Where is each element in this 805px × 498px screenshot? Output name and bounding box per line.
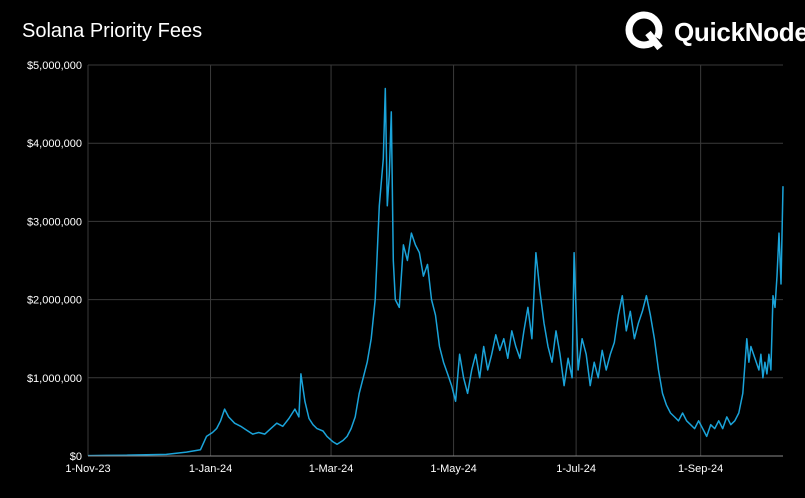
- y-tick-label: $2,000,000: [27, 295, 82, 307]
- x-tick-label: 1-Nov-23: [65, 463, 110, 475]
- y-tick-label: $1,000,000: [27, 373, 82, 385]
- series-line: [87, 87, 784, 457]
- y-tick-label: $3,000,000: [27, 216, 82, 228]
- brand-logo: QuickNode: [622, 10, 805, 54]
- x-axis: 1-Nov-23 1-Jan-24 1-Mar-24 1-May-24 1-Jul-24…: [65, 463, 723, 475]
- x-tick-label: 1-Sep-24: [678, 463, 723, 475]
- y-tick-label: $4,000,000: [27, 138, 82, 150]
- y-tick-label: $0: [70, 451, 82, 463]
- quicknode-logo-icon: [622, 8, 666, 57]
- brand-name: QuickNode: [674, 16, 805, 47]
- chart-title: Solana Priority Fees: [22, 20, 203, 42]
- x-tick-label: 1-May-24: [430, 463, 476, 475]
- y-tick-label: $5,000,000: [27, 60, 82, 72]
- x-tick-label: 1-Mar-24: [309, 463, 354, 475]
- x-tick-label: 1-Jul-24: [556, 463, 596, 475]
- y-axis: $0 $1,000,000 $2,000,000 $3,000,000 $4,000,0…: [27, 60, 82, 463]
- x-tick-label: 1-Jan-24: [189, 463, 232, 475]
- chart-grid: [87, 64, 783, 456]
